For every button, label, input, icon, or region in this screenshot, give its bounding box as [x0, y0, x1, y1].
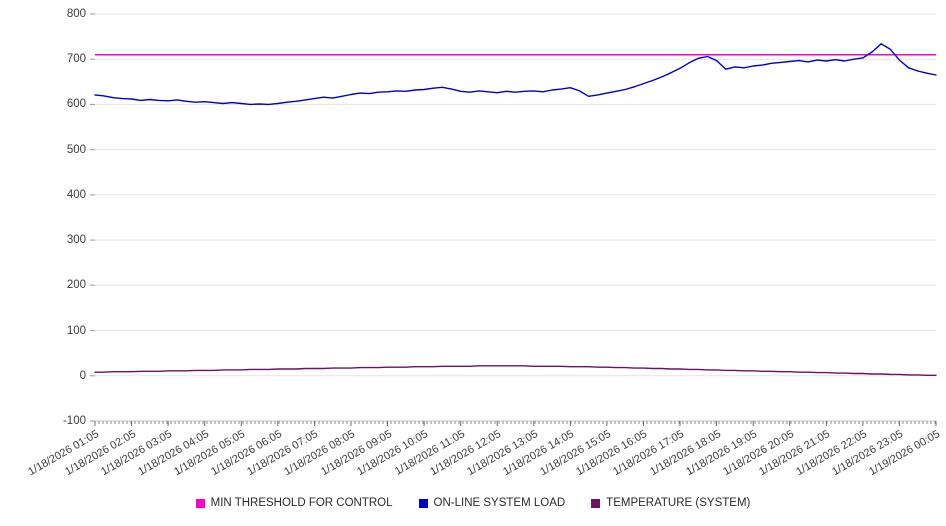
y-axis-tick-label: 400 — [66, 188, 86, 201]
y-axis-tick-label: 300 — [66, 234, 86, 247]
y-axis-tick-label: 200 — [66, 279, 86, 292]
y-axis-tick-label: 500 — [66, 143, 86, 156]
y-axis-tick-label: 100 — [66, 324, 86, 337]
legend-item-system-load: ON-LINE SYSTEM LOAD — [418, 497, 566, 509]
y-axis-tick-label: 700 — [66, 53, 86, 66]
legend-label-threshold: MIN THRESHOLD FOR CONTROL — [210, 497, 393, 509]
y-axis-tick-label: 600 — [66, 98, 86, 111]
legend-swatch-threshold — [195, 498, 205, 508]
legend-swatch-system-load — [418, 498, 428, 508]
legend-swatch-temperature — [591, 498, 601, 508]
y-axis-tick-label: 0 — [79, 369, 86, 382]
legend-item-temperature: TEMPERATURE (SYSTEM) — [591, 497, 750, 509]
y-axis-tick-label: 800 — [66, 8, 86, 20]
legend-label-system-load: ON-LINE SYSTEM LOAD — [433, 497, 566, 509]
legend-item-threshold: MIN THRESHOLD FOR CONTROL — [195, 497, 393, 509]
legend-label-temperature: TEMPERATURE (SYSTEM) — [606, 497, 751, 509]
y-axis-tick-label: -100 — [62, 415, 86, 427]
chart-legend: MIN THRESHOLD FOR CONTROL ON-LINE SYSTEM… — [0, 497, 946, 509]
